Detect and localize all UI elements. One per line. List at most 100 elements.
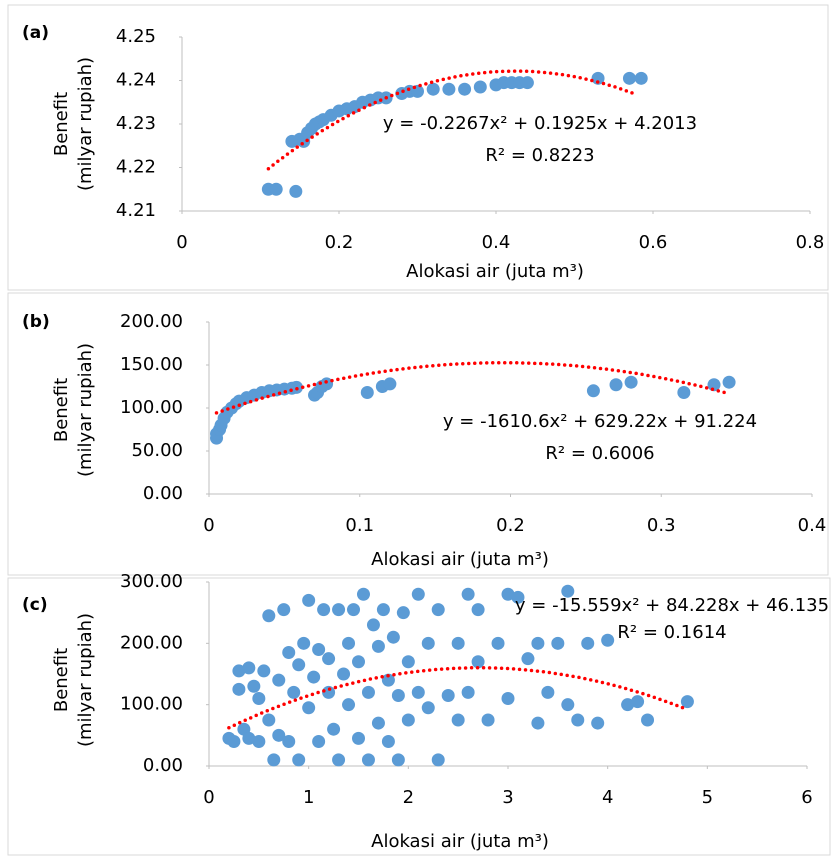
data-point: [322, 685, 336, 699]
data-point: [461, 685, 475, 699]
data-point: [396, 606, 410, 620]
data-point: [352, 655, 365, 669]
x-tick-label: 3: [502, 787, 513, 808]
y-tick-label: 50.00: [131, 440, 183, 461]
data-point: [491, 636, 505, 650]
data-point: [421, 636, 435, 650]
data-point: [361, 685, 375, 699]
panel-frame: [7, 292, 829, 576]
trendline-r-squared: R² = 0.8223: [485, 145, 594, 166]
y-axis-label: Benefit: [51, 92, 72, 156]
data-point: [361, 753, 375, 767]
x-axis-label: Alokasi air (juta m³): [371, 549, 549, 570]
data-point: [327, 722, 341, 736]
data-point: [242, 661, 256, 675]
data-point: [531, 716, 545, 730]
data-point: [431, 603, 445, 617]
data-point: [332, 603, 346, 617]
data-point: [591, 71, 605, 85]
data-point: [381, 673, 395, 687]
data-point: [401, 713, 415, 727]
data-point: [289, 184, 303, 198]
data-point: [267, 753, 281, 767]
data-point: [371, 639, 385, 653]
data-point: [297, 636, 311, 650]
data-point: [391, 753, 405, 767]
data-point: [360, 386, 374, 400]
trendline: [214, 360, 731, 415]
data-point: [287, 685, 301, 699]
panel-frame: [7, 577, 831, 856]
panel-title: (c): [22, 595, 48, 615]
trendline-r-squared: R² = 0.6006: [545, 443, 654, 464]
data-point: [383, 377, 397, 391]
data-point: [451, 713, 465, 727]
data-point: [458, 82, 472, 96]
data-point: [586, 384, 600, 398]
data-point: [531, 636, 545, 650]
data-point: [501, 587, 515, 601]
data-point: [442, 82, 456, 96]
y-tick-label: 0.00: [143, 755, 183, 776]
data-point: [473, 80, 487, 94]
panel-title: (a): [22, 23, 49, 43]
data-point: [722, 375, 736, 389]
data-point: [252, 734, 266, 748]
y-tick-label: 4.25: [116, 26, 156, 47]
data-point: [282, 646, 296, 660]
data-point: [381, 734, 395, 748]
data-point: [591, 716, 605, 730]
x-tick-label: 0: [176, 232, 187, 253]
data-point: [551, 636, 565, 650]
data-point: [371, 716, 385, 730]
data-point: [366, 618, 380, 632]
data-point: [352, 731, 365, 745]
trendline-r-squared: R² = 0.1614: [617, 622, 726, 643]
y-axis-label: (milyar rupiah): [75, 613, 96, 747]
data-point: [307, 670, 321, 684]
data-point: [247, 679, 261, 693]
data-point: [386, 630, 400, 644]
x-tick-label: 6: [801, 787, 812, 808]
x-axis-label: Alokasi air (juta m³): [371, 831, 549, 852]
x-tick-label: 0.8: [796, 232, 825, 253]
data-point: [411, 587, 425, 601]
data-point: [292, 753, 306, 767]
data-point: [541, 685, 555, 699]
data-point: [257, 664, 271, 678]
x-tick-label: 0.4: [798, 515, 827, 536]
data-point: [252, 692, 266, 706]
data-point: [312, 734, 326, 748]
y-tick-label: 4.24: [116, 70, 156, 91]
data-point: [441, 688, 455, 702]
data-point: [332, 753, 346, 767]
data-point: [461, 587, 475, 601]
data-point: [342, 636, 356, 650]
panel-frame: [7, 4, 829, 291]
data-point: [634, 71, 648, 85]
data-point: [641, 713, 655, 727]
y-tick-label: 300.00: [120, 571, 183, 592]
data-point: [421, 701, 435, 715]
data-point: [269, 182, 283, 196]
x-axis-label: Alokasi air (juta m³): [406, 261, 584, 282]
trendline: [266, 69, 640, 171]
y-tick-label: 200.00: [120, 311, 183, 332]
x-tick-label: 0: [203, 787, 214, 808]
y-axis-label: Benefit: [51, 648, 72, 712]
x-tick-label: 0: [203, 515, 214, 536]
data-point: [431, 753, 445, 767]
y-tick-label: 4.22: [116, 157, 156, 178]
data-point: [282, 734, 296, 748]
data-point: [302, 593, 316, 607]
data-point: [262, 713, 276, 727]
data-point: [520, 76, 534, 90]
x-tick-label: 4: [602, 787, 613, 808]
data-point: [677, 386, 691, 400]
data-point: [624, 375, 638, 389]
x-tick-label: 1: [303, 787, 314, 808]
y-tick-label: 4.21: [116, 200, 156, 221]
y-tick-label: 0.00: [143, 483, 183, 504]
x-tick-label: 0.3: [647, 515, 676, 536]
